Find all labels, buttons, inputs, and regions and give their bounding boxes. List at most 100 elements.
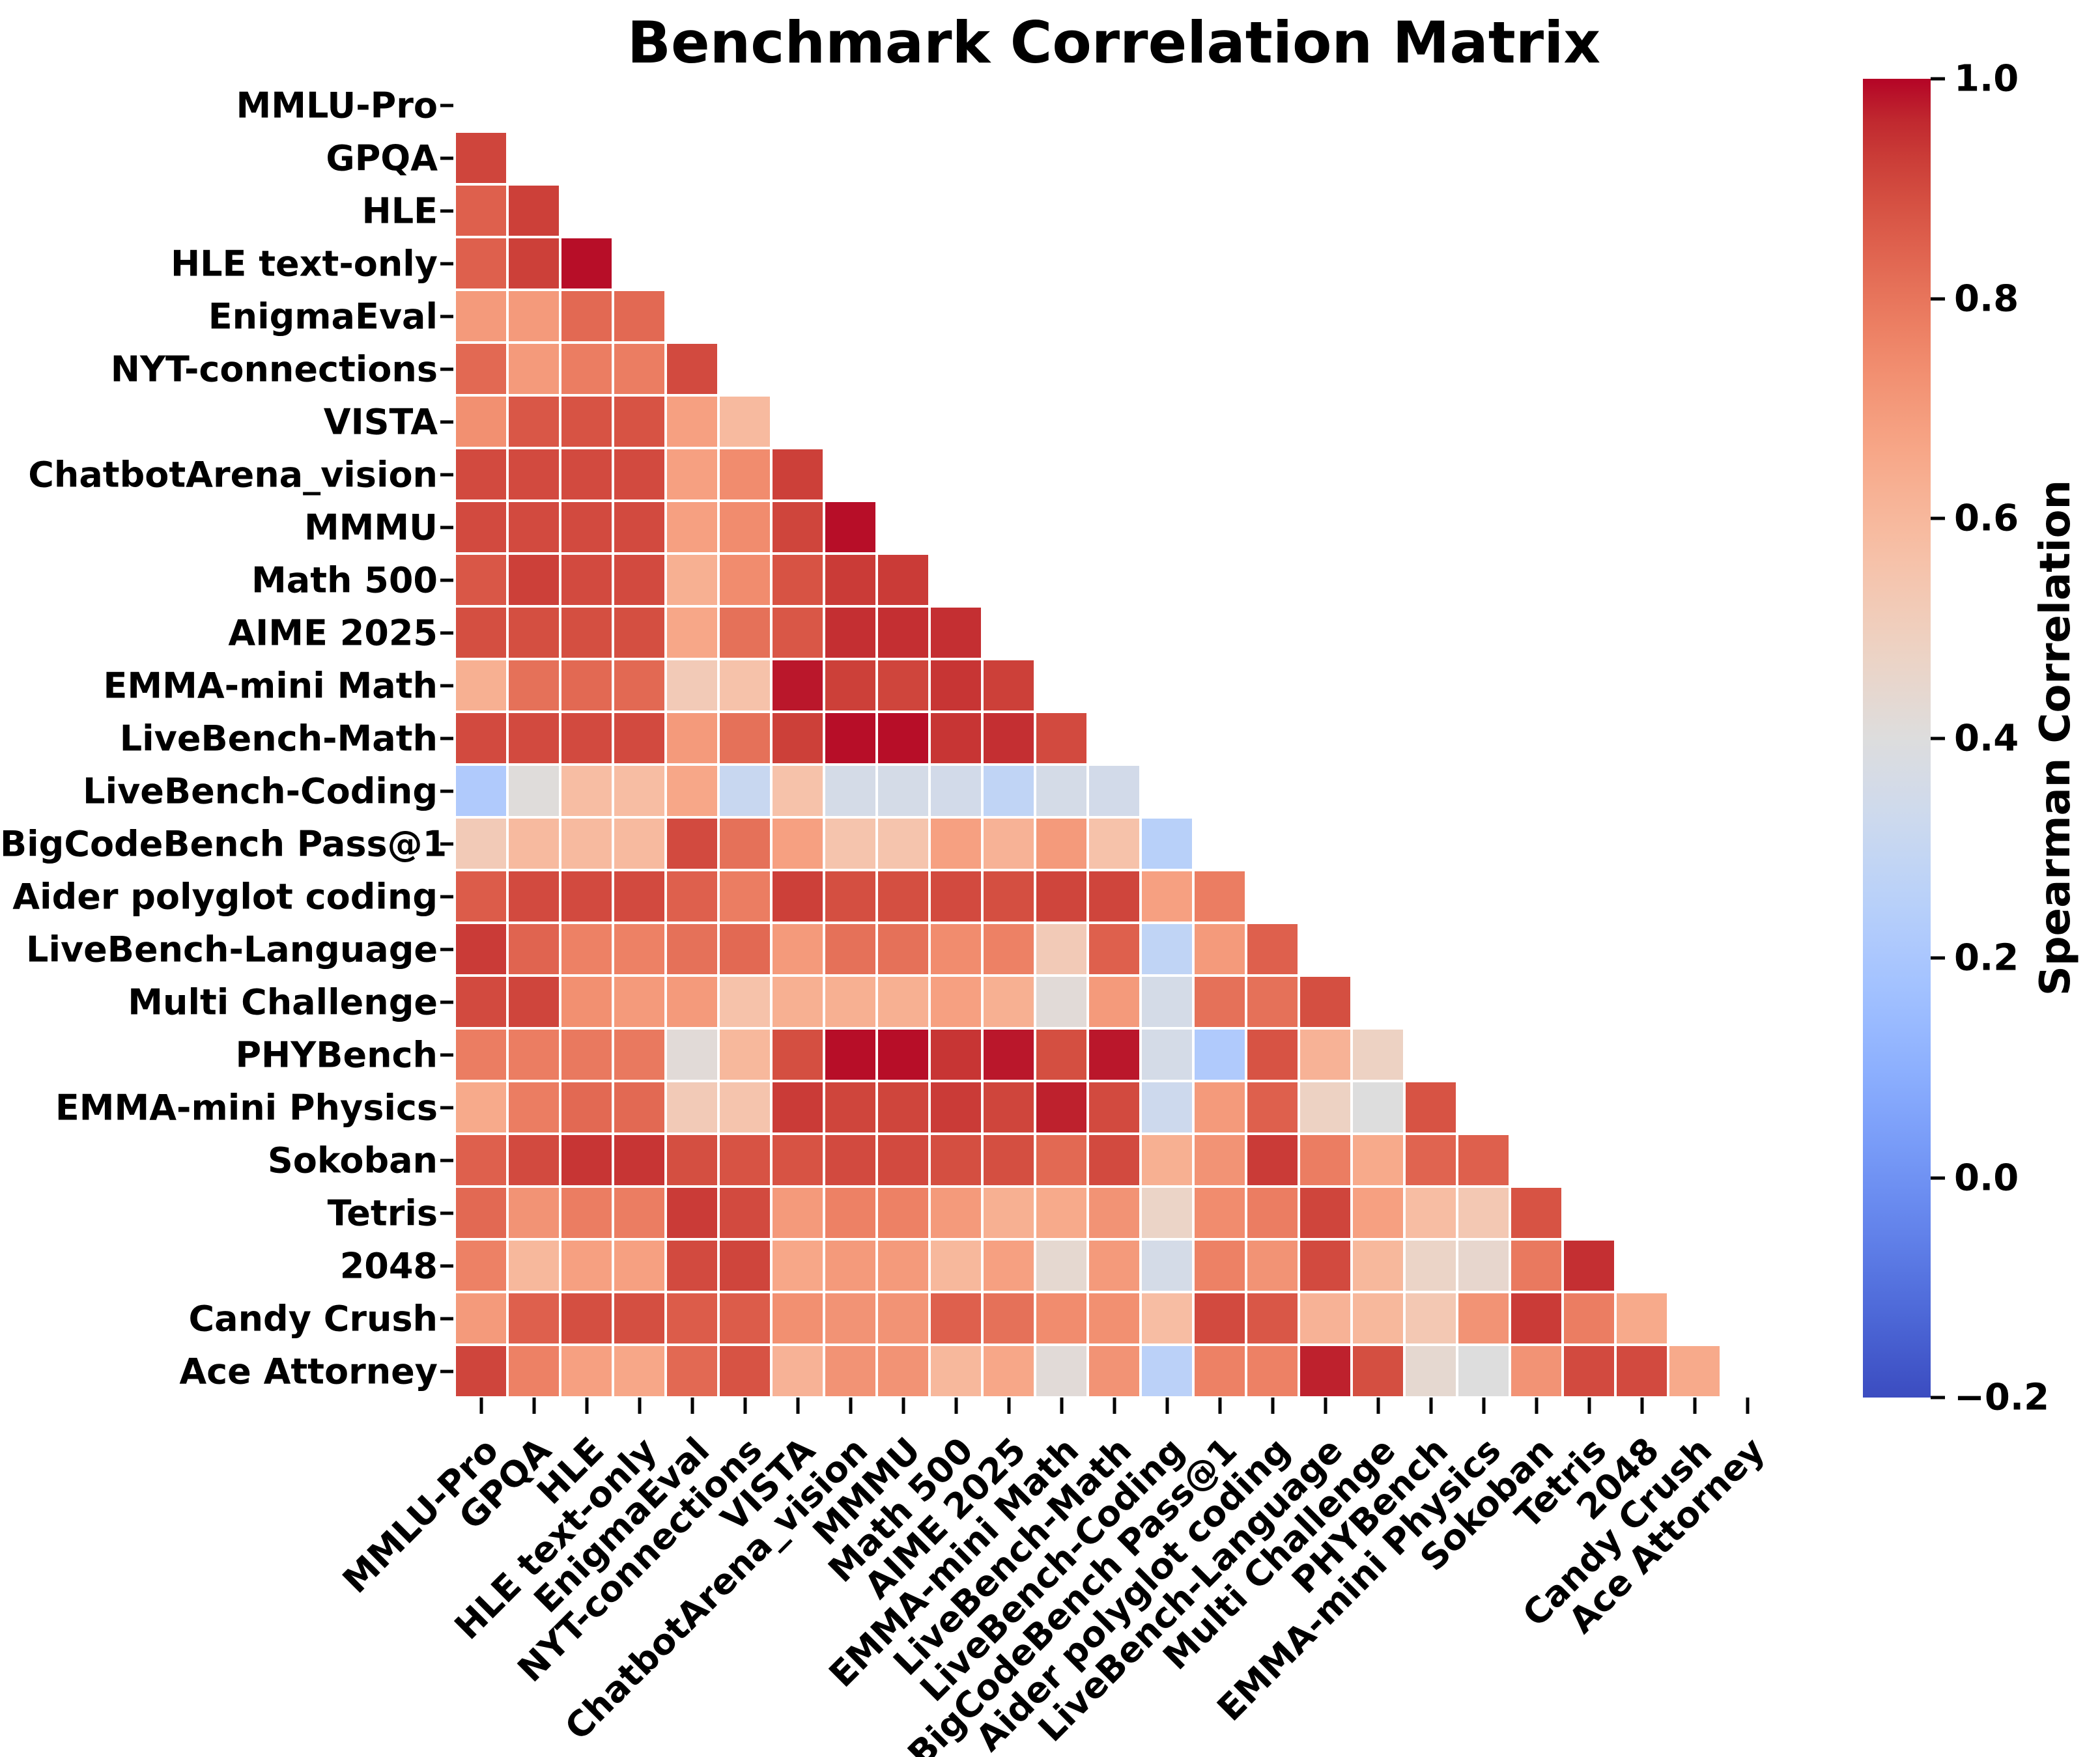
heatmap-cell: [1036, 924, 1086, 974]
heatmap-cell: [931, 1030, 981, 1080]
y-tick-mark: [440, 367, 453, 371]
heatmap-cell: [1036, 766, 1086, 816]
y-tick-mark: [440, 1211, 453, 1215]
heatmap-cell: [509, 1346, 559, 1396]
heatmap-cell: [561, 1241, 612, 1291]
heatmap-cell: [1142, 1082, 1192, 1132]
heatmap-cell: [773, 1241, 823, 1291]
heatmap-cell: [825, 924, 875, 974]
heatmap-cell: [1195, 1135, 1245, 1185]
heatmap-cell: [825, 1030, 875, 1080]
heatmap-cell: [1089, 1030, 1139, 1080]
heatmap-cell: [456, 766, 506, 816]
heatmap-cell: [825, 1293, 875, 1343]
heatmap-cell: [561, 238, 612, 288]
heatmap-cell: [1458, 1135, 1509, 1185]
heatmap-cell: [773, 1293, 823, 1343]
heatmap-cell: [773, 766, 823, 816]
heatmap-cell: [984, 1188, 1034, 1238]
heatmap-cell: [720, 555, 770, 605]
heatmap-cell: [1036, 713, 1086, 763]
x-tick-mark: [849, 1398, 852, 1414]
y-tick-mark: [440, 948, 453, 951]
chart-title: Benchmark Correlation Matrix: [627, 9, 1601, 76]
y-axis-label: Ace Attorney: [179, 1351, 438, 1392]
heatmap-cell: [825, 766, 875, 816]
heatmap-cell: [878, 1030, 928, 1080]
heatmap-cell: [667, 1030, 717, 1080]
heatmap-cell: [878, 819, 928, 869]
heatmap-cell: [773, 1135, 823, 1185]
heatmap-cell: [1247, 1135, 1298, 1185]
x-tick-mark: [1482, 1398, 1485, 1414]
heatmap-cell: [878, 871, 928, 921]
heatmap-cell: [614, 1293, 664, 1343]
heatmap-cell: [667, 924, 717, 974]
heatmap-cell: [561, 1293, 612, 1343]
heatmap-cell: [1195, 871, 1245, 921]
heatmap-cell: [667, 977, 717, 1027]
heatmap-cell: [1036, 1030, 1086, 1080]
y-tick-mark: [440, 526, 453, 529]
heatmap-cell: [878, 1241, 928, 1291]
heatmap-cell: [1089, 1293, 1139, 1343]
heatmap-cell: [509, 713, 559, 763]
heatmap-cell: [720, 660, 770, 710]
heatmap-cell: [825, 608, 875, 658]
heatmap-cell: [561, 1082, 612, 1132]
heatmap-cell: [878, 766, 928, 816]
heatmap-cell: [720, 449, 770, 499]
colorbar-tick-mark: [1931, 297, 1945, 300]
heatmap-cell: [773, 977, 823, 1027]
heatmap-cell: [931, 819, 981, 869]
heatmap-cell: [614, 819, 664, 869]
heatmap-cell: [561, 1030, 612, 1080]
x-tick-mark: [1218, 1398, 1221, 1414]
heatmap-cell: [773, 608, 823, 658]
y-tick-mark: [440, 209, 453, 212]
heatmap-cell: [1142, 819, 1192, 869]
heatmap-cell: [614, 871, 664, 921]
heatmap-cell: [561, 713, 612, 763]
heatmap-cell: [1089, 871, 1139, 921]
y-axis-label: HLE: [362, 190, 438, 231]
heatmap-cell: [931, 1293, 981, 1343]
heatmap-cell: [773, 1188, 823, 1238]
heatmap-cell: [667, 1188, 717, 1238]
heatmap-cell: [878, 1293, 928, 1343]
heatmap-cell: [509, 1293, 559, 1343]
heatmap-cell: [931, 977, 981, 1027]
heatmap-cell: [878, 977, 928, 1027]
heatmap-cell: [614, 397, 664, 447]
heatmap-cell: [931, 660, 981, 710]
heatmap-cell: [1036, 1241, 1086, 1291]
heatmap-cell: [1142, 871, 1192, 921]
y-axis-label: HLE text-only: [170, 243, 438, 284]
heatmap-cell: [667, 397, 717, 447]
heatmap-cell: [1617, 1346, 1667, 1396]
heatmap-cell: [773, 924, 823, 974]
heatmap-cell: [878, 1188, 928, 1238]
y-axis-label: PHYBench: [235, 1034, 438, 1075]
heatmap-cell: [1247, 1346, 1298, 1396]
heatmap-cell: [1406, 1082, 1456, 1132]
y-axis-label: EMMA-mini Physics: [55, 1087, 438, 1128]
y-tick-mark: [440, 842, 453, 845]
y-axis-label: VISTA: [323, 401, 438, 442]
heatmap-cell: [1617, 1293, 1667, 1343]
heatmap-cell: [1300, 1241, 1350, 1291]
heatmap-cell: [456, 977, 506, 1027]
heatmap-cell: [509, 186, 559, 236]
colorbar-axis-label: Spearman Correlation: [2032, 479, 2080, 996]
x-tick-mark: [1060, 1398, 1063, 1414]
heatmap-cell: [667, 1346, 717, 1396]
heatmap-cell: [931, 871, 981, 921]
heatmap-cell: [773, 449, 823, 499]
colorbar-tick-label: 0.4: [1954, 717, 2019, 759]
heatmap-cell: [1511, 1293, 1561, 1343]
colorbar-tick-label: 0.6: [1954, 497, 2019, 540]
heatmap-cell: [1195, 1346, 1245, 1396]
x-tick-mark: [1324, 1398, 1327, 1414]
heatmap-cell: [720, 766, 770, 816]
heatmap-cell: [561, 660, 612, 710]
